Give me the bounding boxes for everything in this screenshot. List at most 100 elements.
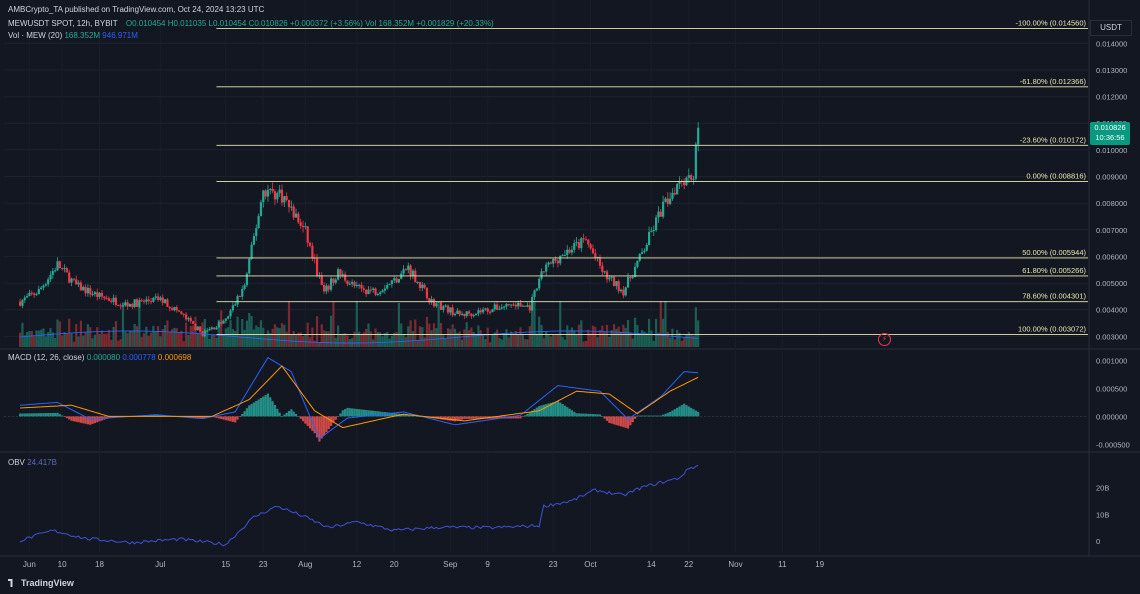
obv-title[interactable]: OBV — [8, 458, 25, 467]
candle-body — [488, 311, 492, 313]
candle-body — [138, 300, 141, 307]
macd-histogram-bar — [498, 416, 501, 419]
close-value: C0.010826 — [248, 19, 288, 28]
currency-selector[interactable]: USDT — [1090, 20, 1132, 36]
macd-histogram-bar — [465, 416, 468, 419]
macd-histogram-bar — [278, 412, 281, 417]
macd-histogram-bar — [463, 416, 466, 419]
lightning-icon[interactable]: ⚡ — [878, 333, 891, 346]
volume-bar — [547, 334, 550, 347]
macd-histogram-bar — [472, 416, 475, 419]
symbol-legend[interactable]: MEWUSDT SPOT, 12h, BYBIT O0.010454 H0.01… — [8, 19, 494, 28]
candle-body — [491, 309, 494, 313]
volume-bar — [493, 332, 496, 347]
volume-bar — [432, 323, 436, 347]
volume-bar — [587, 329, 590, 347]
price-tick-label: 0.006000 — [1096, 252, 1127, 261]
candle-body — [640, 252, 644, 254]
symbol-label[interactable]: MEWUSDT SPOT, 12h, BYBIT — [8, 19, 118, 28]
candle-body — [498, 308, 501, 310]
macd-histogram-bar — [82, 416, 85, 424]
macd-histogram-bar — [547, 403, 550, 417]
volume-bar — [533, 301, 536, 347]
volume-bar — [647, 318, 651, 347]
macd-histogram-bar — [322, 416, 326, 436]
candle-body — [229, 310, 232, 317]
macd-histogram-bar — [313, 416, 316, 434]
candle-body — [236, 296, 239, 305]
candle-body — [556, 260, 559, 264]
volume-bar — [91, 338, 94, 347]
candle-body — [463, 313, 466, 317]
candle-body — [161, 297, 164, 303]
macd-histogram-bar — [72, 416, 75, 422]
volume-bar — [341, 333, 344, 347]
macd-histogram-bar — [640, 415, 644, 417]
volume-bar — [140, 337, 143, 347]
volume-bar — [437, 304, 440, 347]
price-tick-label: 0.010000 — [1096, 146, 1127, 155]
macd-histogram-bar — [224, 416, 227, 421]
volume-bar — [383, 332, 386, 347]
candle-body — [61, 268, 64, 270]
macd-histogram-bar — [479, 416, 482, 419]
macd-legend[interactable]: MACD (12, 26, close) 0.000080 0.000778 0… — [8, 353, 191, 362]
volume-bar — [584, 340, 588, 347]
volume-bar — [388, 338, 391, 347]
macd-histogram-bar — [531, 410, 534, 417]
macd-histogram-bar — [339, 413, 342, 417]
macd-histogram-bar — [297, 416, 300, 417]
volume-bar — [318, 342, 321, 347]
candle-body — [510, 304, 513, 306]
vol-value: 168.352M — [64, 31, 101, 40]
candle-body — [26, 295, 29, 298]
macd-histogram-bar — [512, 416, 515, 419]
volume-bar — [217, 320, 220, 347]
macd-histogram-bar — [70, 416, 73, 421]
macd-title[interactable]: MACD (12, 26, close) — [8, 353, 85, 362]
candle-body — [496, 304, 499, 310]
candle-body — [439, 302, 443, 310]
macd-histogram-bar — [257, 399, 260, 417]
candle-body — [580, 238, 583, 249]
candle-body — [93, 292, 97, 295]
macd-histogram-bar — [533, 409, 536, 417]
candle-body — [367, 289, 370, 295]
volume-bar — [182, 341, 185, 347]
macd-histogram-bar — [255, 401, 258, 417]
candle-body — [386, 285, 389, 289]
macd-histogram-bar — [517, 416, 520, 419]
volume-bar — [414, 319, 417, 347]
macd-histogram-bar — [315, 416, 319, 438]
volume-bar — [629, 332, 632, 347]
volume-bar — [470, 327, 473, 347]
candle-body — [23, 297, 26, 301]
macd-histogram-bar — [633, 416, 637, 419]
candle-body — [608, 277, 611, 280]
candle-body — [601, 265, 604, 272]
volume-legend[interactable]: Vol · MEW (20) 168.352M 946.971M — [8, 31, 138, 40]
volume-bar — [563, 339, 567, 347]
macd-histogram-bar — [110, 416, 113, 418]
vol-indicator-label[interactable]: Vol · MEW (20) — [8, 31, 63, 40]
macd-histogram-bar — [337, 416, 340, 417]
fib-level-label: 0.00% (0.008816) — [1026, 171, 1086, 180]
volume-bar — [526, 339, 529, 347]
volume-bar — [149, 332, 153, 347]
macd-histogram-bar — [587, 413, 590, 417]
volume-bar — [512, 334, 515, 347]
candle-body — [383, 288, 386, 291]
volume-bar — [297, 332, 300, 347]
volume-bar — [421, 327, 424, 347]
volume-bar — [142, 333, 146, 347]
volume-bar — [185, 322, 188, 347]
volume-bar — [636, 324, 639, 347]
volume-bar — [264, 334, 267, 347]
candle-body — [416, 282, 419, 284]
fib-level-label: 100.00% (0.003072) — [1018, 324, 1086, 333]
obv-legend[interactable]: OBV 24.417B — [8, 458, 57, 467]
macd-histogram-bar — [292, 411, 295, 417]
candle-body — [397, 278, 400, 283]
date-tick-label: Jun — [23, 560, 36, 569]
